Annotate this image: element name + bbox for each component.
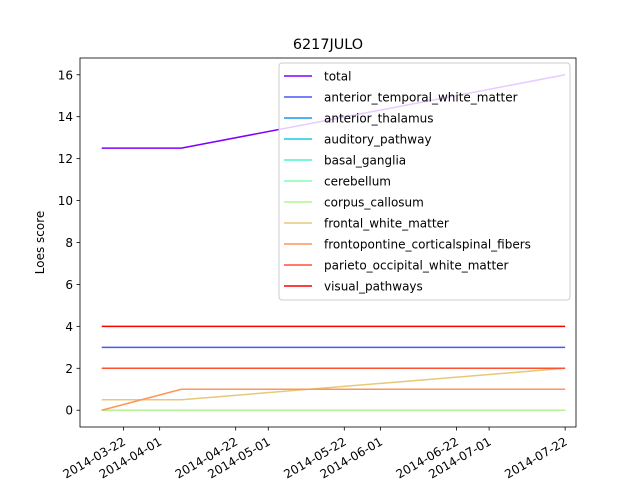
y-tick-label: 4 xyxy=(65,320,73,334)
y-tick-label: 10 xyxy=(58,194,73,208)
series-line-frontopontine_corticalspinal_fibers xyxy=(101,388,566,411)
legend-label-cerebellum: cerebellum xyxy=(324,175,391,189)
y-tick-label: 14 xyxy=(58,110,73,124)
chart-title: 6217JULO xyxy=(293,37,363,53)
y-tick-label: 2 xyxy=(65,362,73,376)
legend-label-frontal_white_matter: frontal_white_matter xyxy=(324,217,449,231)
legend-label-frontopontine_corticalspinal_fibers: frontopontine_corticalspinal_fibers xyxy=(324,238,531,252)
series-layer xyxy=(101,74,566,411)
legend-label-parieto_occipital_white_matter: parieto_occipital_white_matter xyxy=(324,259,509,273)
legend-label-total: total xyxy=(324,70,351,84)
y-tick-label: 6 xyxy=(65,278,73,292)
legend-label-auditory_pathway: auditory_pathway xyxy=(324,133,432,147)
legend-box xyxy=(278,62,571,301)
series-line-frontal_white_matter xyxy=(101,367,566,401)
plot-area xyxy=(79,57,577,428)
y-tick-label: 0 xyxy=(65,404,73,418)
y-axis: 0 2 4 6 8 10 12 14 16 xyxy=(58,68,80,418)
y-tick-label: 12 xyxy=(58,152,73,166)
y-tick-label: 16 xyxy=(58,68,73,82)
y-tick-label: 8 xyxy=(65,236,73,250)
legend-label-anterior_thalamus: anterior_thalamus xyxy=(324,112,434,126)
legend-label-anterior_temporal_white_matter: anterior_temporal_white_matter xyxy=(324,91,518,105)
legend: total anterior_temporal_white_matteranter… xyxy=(278,62,571,301)
y-axis-label: Loes score xyxy=(33,211,47,275)
legend-label-corpus_callosum: corpus_callosum xyxy=(324,196,424,210)
legend-label-basal_ganglia: basal_ganglia xyxy=(324,154,406,168)
legend-label-visual_pathways: visual_pathways xyxy=(324,280,423,294)
